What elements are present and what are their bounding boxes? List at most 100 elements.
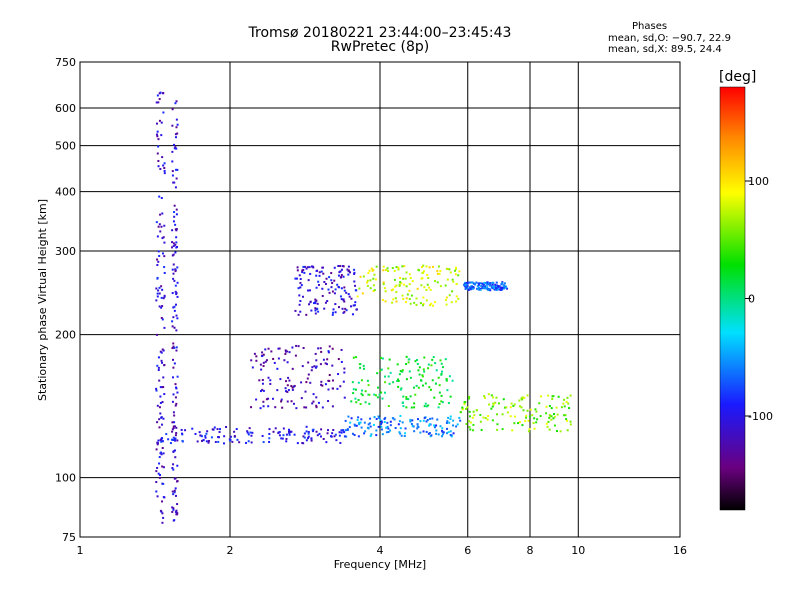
data-point (368, 269, 371, 272)
data-point (304, 390, 307, 393)
data-point (567, 402, 570, 405)
data-point (357, 398, 360, 401)
data-point (403, 434, 406, 437)
data-point (381, 298, 384, 301)
data-point (405, 378, 408, 381)
data-point (326, 432, 329, 435)
data-point (286, 350, 289, 353)
data-point (174, 223, 177, 226)
data-point (213, 426, 216, 429)
data-point (316, 307, 319, 310)
data-point (160, 134, 163, 137)
data-point (566, 419, 569, 422)
data-point (468, 395, 471, 398)
data-point (472, 410, 475, 413)
data-point (337, 274, 340, 277)
data-point (174, 477, 177, 480)
data-point (465, 407, 468, 410)
data-point (174, 437, 177, 440)
data-point (364, 390, 367, 393)
data-point (171, 510, 174, 513)
data-point (299, 281, 302, 284)
data-point (268, 432, 271, 435)
data-point (307, 279, 310, 282)
data-point (393, 269, 396, 272)
data-point (156, 130, 159, 133)
data-point (171, 150, 174, 153)
data-point (308, 303, 311, 306)
y-tick-label: 100 (55, 472, 76, 485)
data-point (172, 493, 175, 496)
data-point (288, 433, 291, 436)
data-point (264, 360, 267, 363)
data-point (512, 404, 515, 407)
data-point (342, 298, 345, 301)
data-point (310, 439, 313, 442)
data-point (327, 351, 330, 354)
data-point (405, 355, 408, 358)
data-point (171, 400, 174, 403)
data-point (162, 92, 165, 95)
data-point (262, 405, 265, 408)
data-point (334, 288, 337, 291)
data-point (353, 272, 356, 275)
data-point (337, 265, 340, 268)
data-point (297, 313, 300, 316)
data-point (409, 418, 412, 421)
data-point (408, 370, 411, 373)
data-point (297, 345, 300, 348)
data-point (547, 420, 550, 423)
data-point (340, 348, 343, 351)
data-point (155, 287, 158, 290)
data-point (162, 297, 165, 300)
data-point (259, 363, 262, 366)
data-point (518, 421, 521, 424)
data-point (334, 433, 337, 436)
data-point (501, 413, 504, 416)
data-point (486, 418, 489, 421)
data-point (331, 347, 334, 350)
data-point (383, 287, 386, 290)
data-point (250, 434, 253, 437)
data-point (155, 490, 158, 493)
data-point (506, 287, 509, 290)
data-point (160, 225, 163, 228)
data-point (501, 281, 504, 284)
data-point (418, 366, 421, 369)
data-point (360, 426, 363, 429)
data-point (389, 429, 392, 432)
data-point (469, 428, 472, 431)
data-point (172, 439, 175, 442)
data-point (569, 423, 572, 426)
data-point (159, 395, 162, 398)
data-point (466, 285, 469, 288)
data-point (494, 401, 497, 404)
data-point (490, 394, 493, 397)
data-point (393, 278, 396, 281)
data-point (486, 286, 489, 289)
y-tick-label: 400 (55, 186, 76, 199)
data-point (551, 397, 554, 400)
data-point (172, 345, 175, 348)
data-point (161, 252, 164, 255)
data-point (351, 381, 354, 384)
data-point (321, 287, 324, 290)
data-point (175, 314, 178, 317)
data-point (328, 345, 331, 348)
data-point (384, 416, 387, 419)
data-point (335, 439, 338, 442)
data-point (171, 376, 174, 379)
data-point (340, 429, 343, 432)
data-point (395, 266, 398, 269)
data-point (235, 428, 238, 431)
data-point (161, 521, 164, 524)
data-point (161, 237, 164, 240)
data-point (329, 435, 332, 438)
data-point (173, 147, 176, 150)
data-point (261, 388, 264, 391)
data-point (163, 255, 166, 258)
data-point (410, 423, 413, 426)
data-point (444, 358, 447, 361)
data-point (399, 370, 402, 373)
data-point (173, 211, 176, 214)
